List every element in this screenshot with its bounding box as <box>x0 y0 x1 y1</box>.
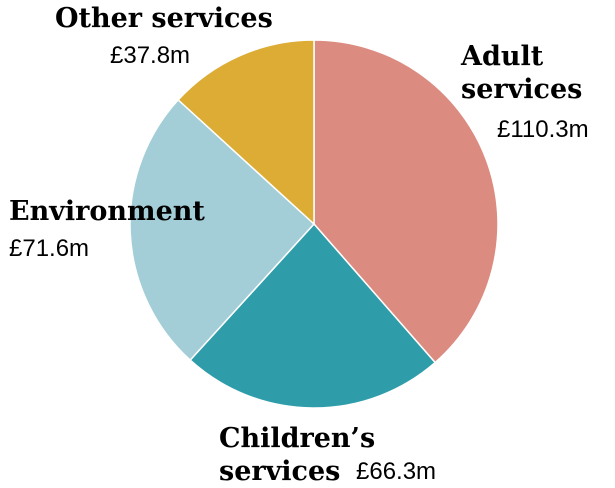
slice-label-adult-services: Adult services <box>461 40 582 106</box>
slice-value-other-services: £37.8m <box>110 42 191 69</box>
slice-label-line: Adult <box>461 41 544 72</box>
slice-label-line: Children’s <box>219 423 376 454</box>
slice-value-adult-services: £110.3m <box>497 116 589 143</box>
pie-slice-environment <box>129 98 316 362</box>
slice-label-childrens-services: Children’s services <box>219 422 375 488</box>
pie-slice-children-s-services <box>189 222 437 409</box>
slice-label-line: services <box>461 74 583 105</box>
slice-value-environment: £71.6m <box>9 235 90 262</box>
slice-label-line: Other services <box>55 3 273 34</box>
slice-label-other-services: Other services <box>55 2 273 35</box>
slice-label-line: Environment <box>9 196 205 227</box>
slice-label-line: services <box>219 456 341 487</box>
pie-slice-other-services <box>177 39 315 226</box>
slice-label-environment: Environment <box>9 195 205 228</box>
pie-slice-adult-services <box>313 39 499 364</box>
slice-value-childrens-services: £66.3m <box>356 458 437 485</box>
